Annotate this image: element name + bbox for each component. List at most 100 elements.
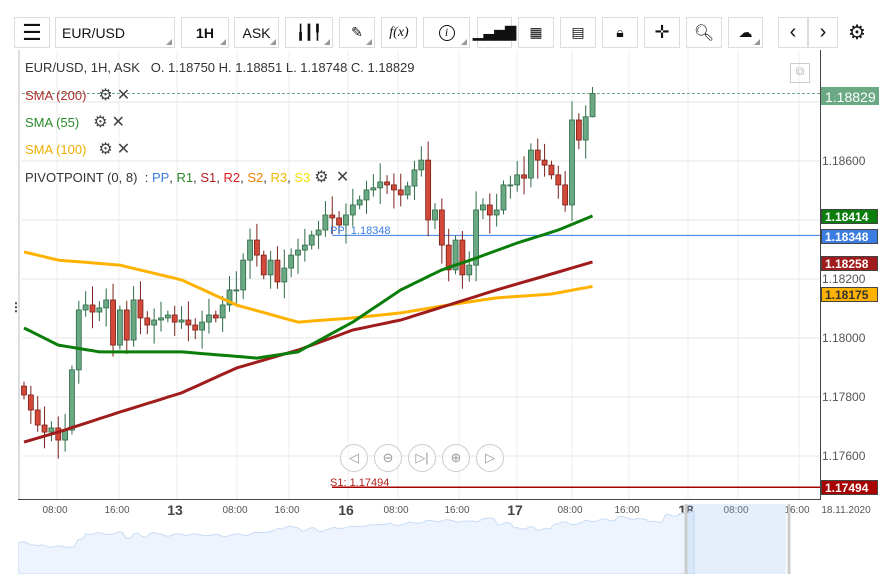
hamburger-icon: ☰ xyxy=(22,19,42,45)
time-tick: 16:00 xyxy=(784,505,810,516)
info-icon: i xyxy=(438,24,455,41)
navigator-area xyxy=(18,510,695,574)
panel-resize-handle[interactable]: ⋮ xyxy=(10,300,22,314)
candle-body xyxy=(137,299,144,319)
symbol-select[interactable]: EUR/USD xyxy=(55,17,175,48)
price-axis-line xyxy=(820,50,821,500)
time-axis-line xyxy=(18,499,820,500)
close-icon[interactable]: ✕ xyxy=(111,114,125,131)
settings-gear-icon[interactable]: ⚙ xyxy=(848,22,866,44)
candle-body xyxy=(329,214,336,219)
chart-type-button[interactable]: ╽┃╿ xyxy=(285,17,333,48)
scroll-left-button[interactable]: ‹ xyxy=(778,17,808,48)
candle-body xyxy=(89,304,96,313)
info-button[interactable]: i xyxy=(423,17,470,48)
candle-body xyxy=(192,324,199,331)
scroll-right-button[interactable]: › xyxy=(808,17,838,48)
legend-sma55: SMA (55) ⚙ ✕ xyxy=(25,112,125,132)
candle-body xyxy=(75,309,82,371)
candle-body xyxy=(343,214,349,226)
zoom-out-icon: ⊖ xyxy=(382,450,394,465)
candle-body xyxy=(48,427,55,433)
candle-body xyxy=(384,181,390,186)
candle-body xyxy=(589,93,596,118)
upload-button[interactable]: ☁ xyxy=(728,17,763,48)
s3-key: S3 xyxy=(294,169,311,185)
news-button[interactable]: ▤ xyxy=(560,17,596,48)
price-label: 1.17800 xyxy=(822,390,866,404)
sma200-badge: 1.18258 xyxy=(821,256,878,271)
volume-button[interactable]: ▁▃▅▇ xyxy=(473,17,516,48)
timeframe-select[interactable]: 1H xyxy=(181,17,229,48)
candle-body xyxy=(199,321,206,331)
candle-body xyxy=(582,116,589,141)
zoom-out-button[interactable]: ⊖ xyxy=(374,444,402,472)
close-icon[interactable]: ✕ xyxy=(116,141,131,158)
candle-body xyxy=(158,317,164,321)
price-label: 1.18200 xyxy=(822,272,866,286)
candle-body xyxy=(425,159,432,221)
legend-pivot: PIVOTPOINT (0, 8) : PP, R1, S1, R2, S2, … xyxy=(25,169,350,186)
candle-body xyxy=(575,119,582,141)
gear-icon[interactable]: ⚙ xyxy=(93,114,108,131)
lock-button[interactable]: 🔒︎ xyxy=(602,17,638,48)
calendar-button[interactable]: ▦ xyxy=(518,17,554,48)
candle-body xyxy=(418,159,425,171)
candlestick-icon: ╽┃╿ xyxy=(296,24,322,40)
sma55-label: SMA (55) xyxy=(25,114,80,130)
gear-icon[interactable]: ⚙ xyxy=(98,87,113,104)
gear-icon[interactable]: ⚙ xyxy=(98,141,113,158)
jump-end-button[interactable]: ▷| xyxy=(408,444,436,472)
candle-body xyxy=(514,174,521,186)
candle-body xyxy=(445,244,452,271)
s1-key: S1 xyxy=(200,169,217,185)
close-icon[interactable]: ✕ xyxy=(335,169,350,186)
candle-body xyxy=(377,181,384,189)
navigator-panel[interactable] xyxy=(18,504,887,574)
chevron-left-icon: ‹ xyxy=(789,21,797,43)
candle-body xyxy=(493,209,500,216)
zoom-search-button[interactable]: 🔍︎ xyxy=(686,17,722,48)
price-chart[interactable] xyxy=(18,50,887,500)
pan-right-button[interactable]: ▷ xyxy=(476,444,504,472)
pivot-colon: : xyxy=(144,169,149,185)
draw-button[interactable]: ✎ xyxy=(339,17,375,48)
time-tick: 08:00 xyxy=(222,505,248,516)
candle-body xyxy=(473,209,480,266)
candle-body xyxy=(466,264,473,276)
candle-body xyxy=(336,217,343,226)
price-type-select[interactable]: ASK xyxy=(234,17,279,48)
sma55-badge: 1.18414 xyxy=(821,209,878,224)
sma100-badge: 1.18175 xyxy=(821,287,878,302)
time-tick: 18.11.2020 xyxy=(821,505,871,516)
candle-body xyxy=(103,299,110,309)
candle-body xyxy=(144,317,151,326)
candle-body xyxy=(253,239,260,256)
candle-body xyxy=(21,385,27,396)
candle-body xyxy=(295,249,301,256)
menu-button[interactable]: ☰ xyxy=(14,17,50,48)
gear-icon[interactable]: ⚙ xyxy=(314,169,329,186)
candle-body xyxy=(117,309,123,346)
candle-body xyxy=(123,309,130,341)
candle-body xyxy=(452,239,459,271)
pp-line-label: PP: 1.18348 xyxy=(330,225,391,237)
pan-left-button[interactable]: ◁ xyxy=(340,444,368,472)
close-icon[interactable]: ✕ xyxy=(116,87,131,104)
candle-body xyxy=(548,164,555,176)
triangle-left-icon: ◁ xyxy=(349,450,359,465)
candle-body xyxy=(233,289,240,292)
candle-body xyxy=(267,259,274,276)
time-tick: 16:00 xyxy=(274,505,300,516)
candle-body xyxy=(274,259,281,283)
candle-body xyxy=(438,209,445,246)
pp-key: PP xyxy=(151,169,170,185)
lock-icon: 🔒︎ xyxy=(616,24,624,40)
indicators-button[interactable]: f(x) xyxy=(381,17,417,48)
last-price-badge: 1.18829 xyxy=(821,87,879,105)
crosshair-button[interactable]: ✛ xyxy=(644,17,680,48)
candle-body xyxy=(206,314,212,323)
candle-body xyxy=(534,149,541,161)
zoom-in-button[interactable]: ⊕ xyxy=(442,444,470,472)
popout-icon[interactable]: ⧉ xyxy=(790,63,810,83)
